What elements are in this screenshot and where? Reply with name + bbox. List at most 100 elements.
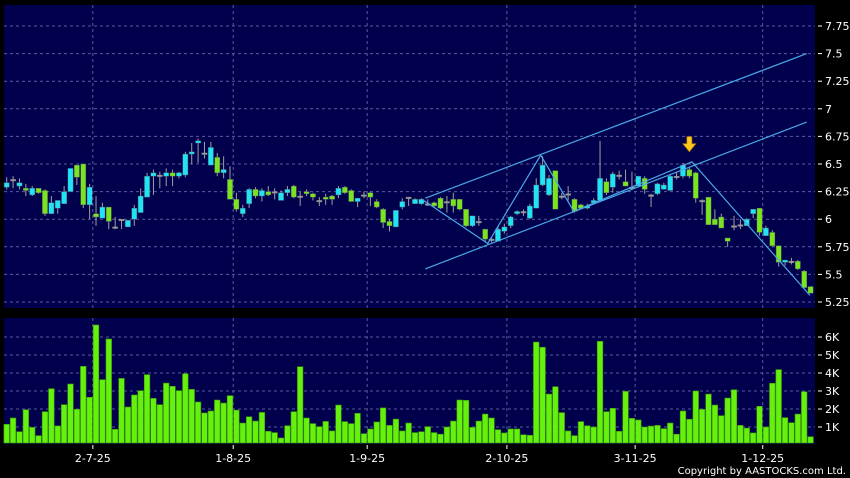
candle — [533, 178, 540, 209]
volume-bar — [105, 338, 112, 444]
candle — [507, 215, 514, 229]
candle — [750, 209, 756, 219]
candle — [86, 183, 93, 220]
candle — [444, 196, 450, 213]
candle-body — [131, 207, 138, 220]
candle-body — [431, 202, 437, 207]
candle — [354, 198, 361, 208]
volume-bar — [424, 426, 431, 444]
candle-body — [597, 178, 603, 201]
volume-bar — [571, 435, 578, 444]
volume-bar — [54, 425, 61, 444]
candle — [724, 237, 731, 247]
candle-body — [67, 168, 74, 192]
candle — [546, 175, 552, 197]
price-tick-label: 6.75 — [825, 130, 850, 143]
candle — [16, 178, 23, 190]
candle — [552, 170, 559, 210]
volume-bar — [584, 425, 591, 444]
candle — [233, 192, 240, 212]
annotations — [682, 136, 697, 153]
candle — [367, 191, 374, 206]
volume-bar — [750, 432, 757, 444]
candle — [437, 197, 444, 210]
volume-bar — [48, 388, 55, 444]
candle — [284, 186, 291, 197]
date-axis: 2-7-25 1-8-25 1-9-25 2-10-25 3-11-25 1-12-25 — [75, 445, 784, 465]
candle-body — [476, 221, 482, 224]
volume-bar — [233, 409, 240, 444]
candle-body — [48, 202, 55, 214]
candle — [692, 171, 699, 203]
candle — [259, 188, 265, 202]
volume-bar — [252, 420, 259, 444]
candle — [131, 204, 138, 226]
candle-body — [265, 191, 272, 196]
candle-body — [220, 169, 227, 174]
volume-bar — [724, 397, 731, 444]
candle — [763, 225, 769, 236]
volume-bar — [156, 404, 163, 444]
candle-body — [788, 260, 795, 263]
volume-bar — [437, 433, 444, 444]
volume-bar — [22, 409, 29, 444]
candle — [74, 164, 80, 185]
candle-body — [16, 182, 23, 187]
candle — [412, 198, 418, 204]
volume-bar — [450, 420, 457, 444]
candle — [303, 189, 310, 197]
candle-body — [322, 196, 329, 200]
candle-body — [201, 152, 208, 155]
candle-body — [125, 220, 131, 228]
candle — [348, 189, 355, 202]
date-tick-label: 1-9-25 — [349, 452, 385, 465]
candle-body — [144, 175, 150, 198]
candle-body — [488, 238, 495, 241]
volume-bar — [692, 390, 699, 444]
candle — [539, 156, 546, 187]
candle-body — [686, 169, 693, 177]
candle — [661, 182, 667, 190]
candle-body — [316, 200, 323, 203]
candle-body — [763, 227, 769, 236]
candle — [558, 192, 565, 200]
volume-bar — [118, 378, 125, 444]
volume-bar — [443, 426, 451, 444]
candle-body — [527, 205, 533, 219]
candle — [310, 192, 316, 201]
candle — [795, 260, 801, 270]
candle — [373, 199, 380, 209]
candle — [227, 166, 233, 200]
candle — [699, 199, 705, 215]
candle-body — [712, 218, 718, 225]
volume-bar — [673, 433, 680, 444]
candle-body — [188, 151, 195, 155]
candle — [520, 209, 527, 216]
volume-bar — [16, 431, 23, 444]
candle-body — [233, 199, 240, 210]
volume-bar — [112, 429, 119, 444]
volume-bar — [718, 415, 725, 444]
volume-bar — [552, 386, 559, 444]
candle — [405, 196, 412, 206]
candle — [99, 202, 106, 219]
candle — [756, 207, 763, 236]
volume-bar — [545, 393, 553, 444]
volume-bar — [513, 428, 521, 444]
candle-body — [361, 194, 367, 197]
volume-bar — [207, 410, 214, 444]
volume-bar — [705, 393, 712, 444]
candle-body — [373, 201, 380, 208]
candle-body — [54, 200, 61, 209]
candle — [10, 176, 16, 189]
volume-bar — [328, 430, 336, 444]
volume-bar — [635, 419, 642, 444]
trendline-zigzag — [421, 153, 811, 296]
candle — [157, 171, 163, 189]
candle-body — [74, 164, 80, 178]
candle — [705, 196, 712, 225]
candle-body — [661, 184, 667, 190]
volume-bar — [533, 341, 540, 444]
price-tick-label: 5.5 — [825, 268, 843, 281]
volume-bar — [201, 412, 208, 444]
